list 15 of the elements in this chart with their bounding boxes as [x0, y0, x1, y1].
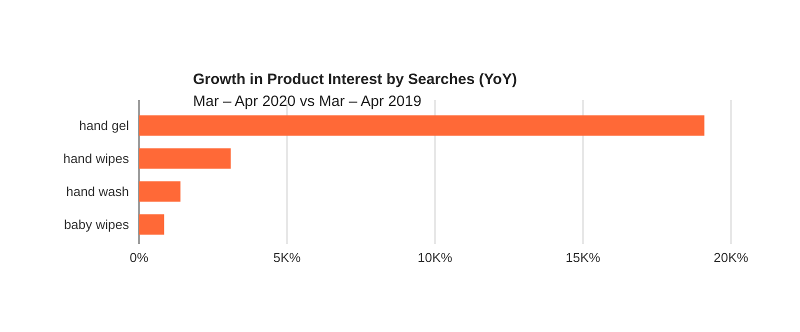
x-tick-label: 0%	[130, 250, 149, 265]
x-tick-label: 15K%	[566, 250, 601, 265]
x-tick-label: 20K%	[714, 250, 749, 265]
bar	[139, 181, 180, 202]
y-tick-label: baby wipes	[64, 217, 130, 232]
x-tick-label: 10K%	[418, 250, 453, 265]
y-tick-label: hand gel	[79, 118, 130, 134]
bar	[139, 214, 164, 235]
bar	[139, 148, 231, 169]
chart-title: Growth in Product Interest by Searches (YoY)	[193, 71, 517, 88]
bar	[139, 115, 704, 136]
y-tick-label: hand wash	[66, 184, 129, 200]
x-tick-label: 5K%	[273, 250, 302, 265]
y-tick-label: hand wipes	[63, 151, 130, 166]
chart-subtitle: Mar – Apr 2020 vs Mar – Apr 2019	[193, 93, 422, 110]
